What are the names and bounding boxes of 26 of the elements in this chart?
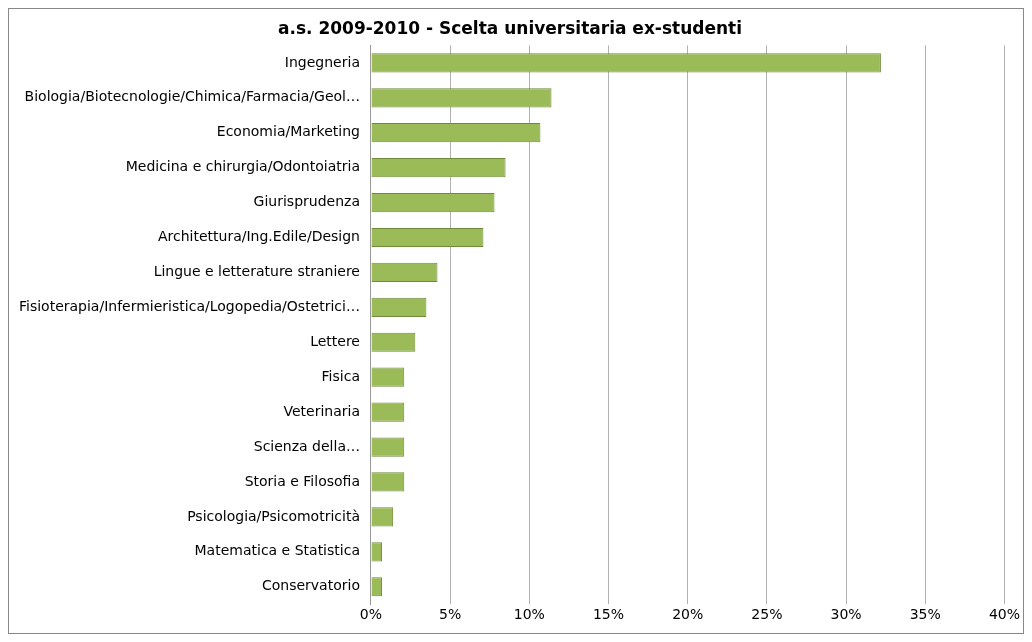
y-tick-label: Scienza della… (253, 437, 360, 454)
y-tick-label: Fisioterapia/Infermieristica/Logopedia/Ostetrici… (18, 297, 360, 314)
x-tick-label: 25% (751, 606, 783, 623)
y-tick-label: Matematica e Statistica (194, 542, 360, 559)
x-tick-label: 35% (909, 606, 941, 623)
chart-title: a.s. 2009-2010 - Scelta universitaria ex-studenti (277, 17, 743, 38)
y-tick-label: Psicologia/Psicomotricità (187, 507, 360, 524)
x-tick-label: 40% (988, 606, 1020, 623)
y-tick-label: Lingue e letterature straniere (153, 263, 360, 280)
y-tick-label: Storia e Filosofia (244, 472, 360, 489)
y-tick-label: Economia/Marketing (216, 123, 360, 140)
y-tick-label: Ingegneria (284, 53, 360, 70)
y-tick-label: Medicina e chirurgia/Odontoiatria (125, 158, 360, 175)
y-tick-label: Veterinaria (283, 402, 360, 419)
x-tick-label: 15% (592, 606, 625, 623)
x-tick-label: 5% (439, 606, 462, 623)
x-tick-label: 10% (513, 606, 545, 623)
y-tick-label: Giurisprudenza (253, 193, 360, 210)
x-tick-label: 0% (359, 606, 383, 623)
x-tick-label: 30% (830, 606, 862, 623)
y-tick-label: Lettere (310, 332, 360, 349)
x-tick-label: 20% (672, 606, 704, 623)
y-tick-label: Biologia/Biotecnologie/Chimica/Farmacia/Geol… (24, 88, 360, 105)
y-tick-label: Architettura/Ing.Edile/Design (157, 228, 360, 245)
y-tick-label: Fisica (321, 367, 360, 384)
y-tick-label: Conservatorio (261, 577, 360, 594)
